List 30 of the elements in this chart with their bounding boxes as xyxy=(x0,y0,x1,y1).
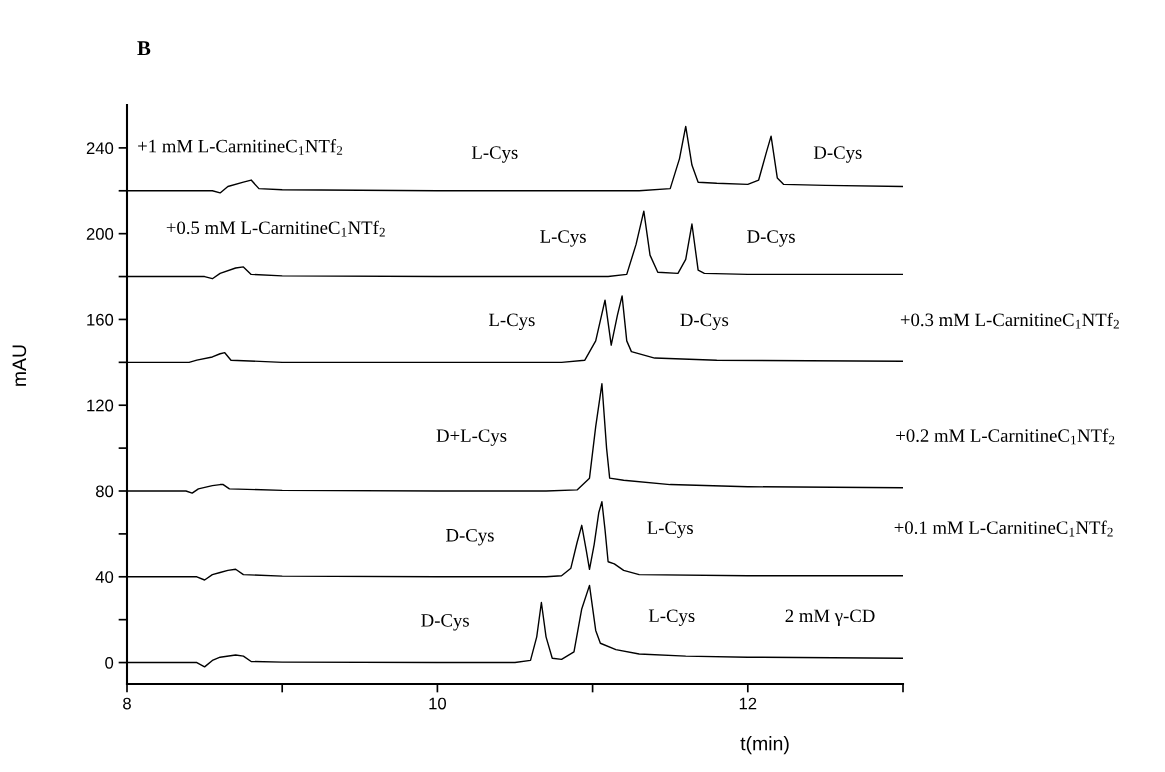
annotation: D-Cys xyxy=(421,614,469,631)
annotation: D+L-Cys xyxy=(436,429,507,446)
annotation: D-Cys xyxy=(747,230,795,247)
y-tick-label: 160 xyxy=(87,313,114,326)
annotation: 2 mM γ-CD xyxy=(785,609,875,626)
x-tick-label: 8 xyxy=(123,697,131,710)
annotation: D-Cys xyxy=(680,313,729,331)
annotation: L-Cys xyxy=(647,521,693,538)
x-tick-label: 12 xyxy=(739,697,757,710)
annotation: +0.1 mM L-CarnitineC$_{1}$NTf$_{2}$ xyxy=(894,520,1113,537)
annotation: D-Cys xyxy=(813,146,862,163)
annotation: +0.5 mM L-CarnitineC$_{1}$NTf$_{2}$ xyxy=(166,220,385,237)
annotation: +0.3 mM L-CarnitineC$_{1}$NTf$_{2}$ xyxy=(900,312,1119,329)
annotation: +1 mM L-CarnitineC$_{1}$NTf$_{2}$ xyxy=(138,139,343,155)
annotation: L-Cys xyxy=(471,146,518,163)
y-tick-label: 240 xyxy=(86,142,114,155)
annotation: D-Cys xyxy=(446,528,494,546)
x-axis-title: t(min) xyxy=(740,736,789,755)
annotation: L-Cys xyxy=(489,313,535,331)
annotation: L-Cys xyxy=(540,230,586,247)
chart-title: B xyxy=(137,41,151,56)
y-tick-label: 40 xyxy=(95,571,114,583)
annotation: +0.2 mM L-CarnitineC$_{1}$NTf$_{2}$ xyxy=(896,428,1115,445)
y-tick-label: 200 xyxy=(86,228,114,240)
annotation: L-Cys xyxy=(648,609,695,626)
y-tick-label: 120 xyxy=(87,399,114,412)
y-tick-label: 80 xyxy=(95,485,114,498)
x-tick-label: 10 xyxy=(429,697,447,710)
y-axis-title: mAU xyxy=(12,345,27,386)
y-tick-label: 0 xyxy=(105,656,114,669)
